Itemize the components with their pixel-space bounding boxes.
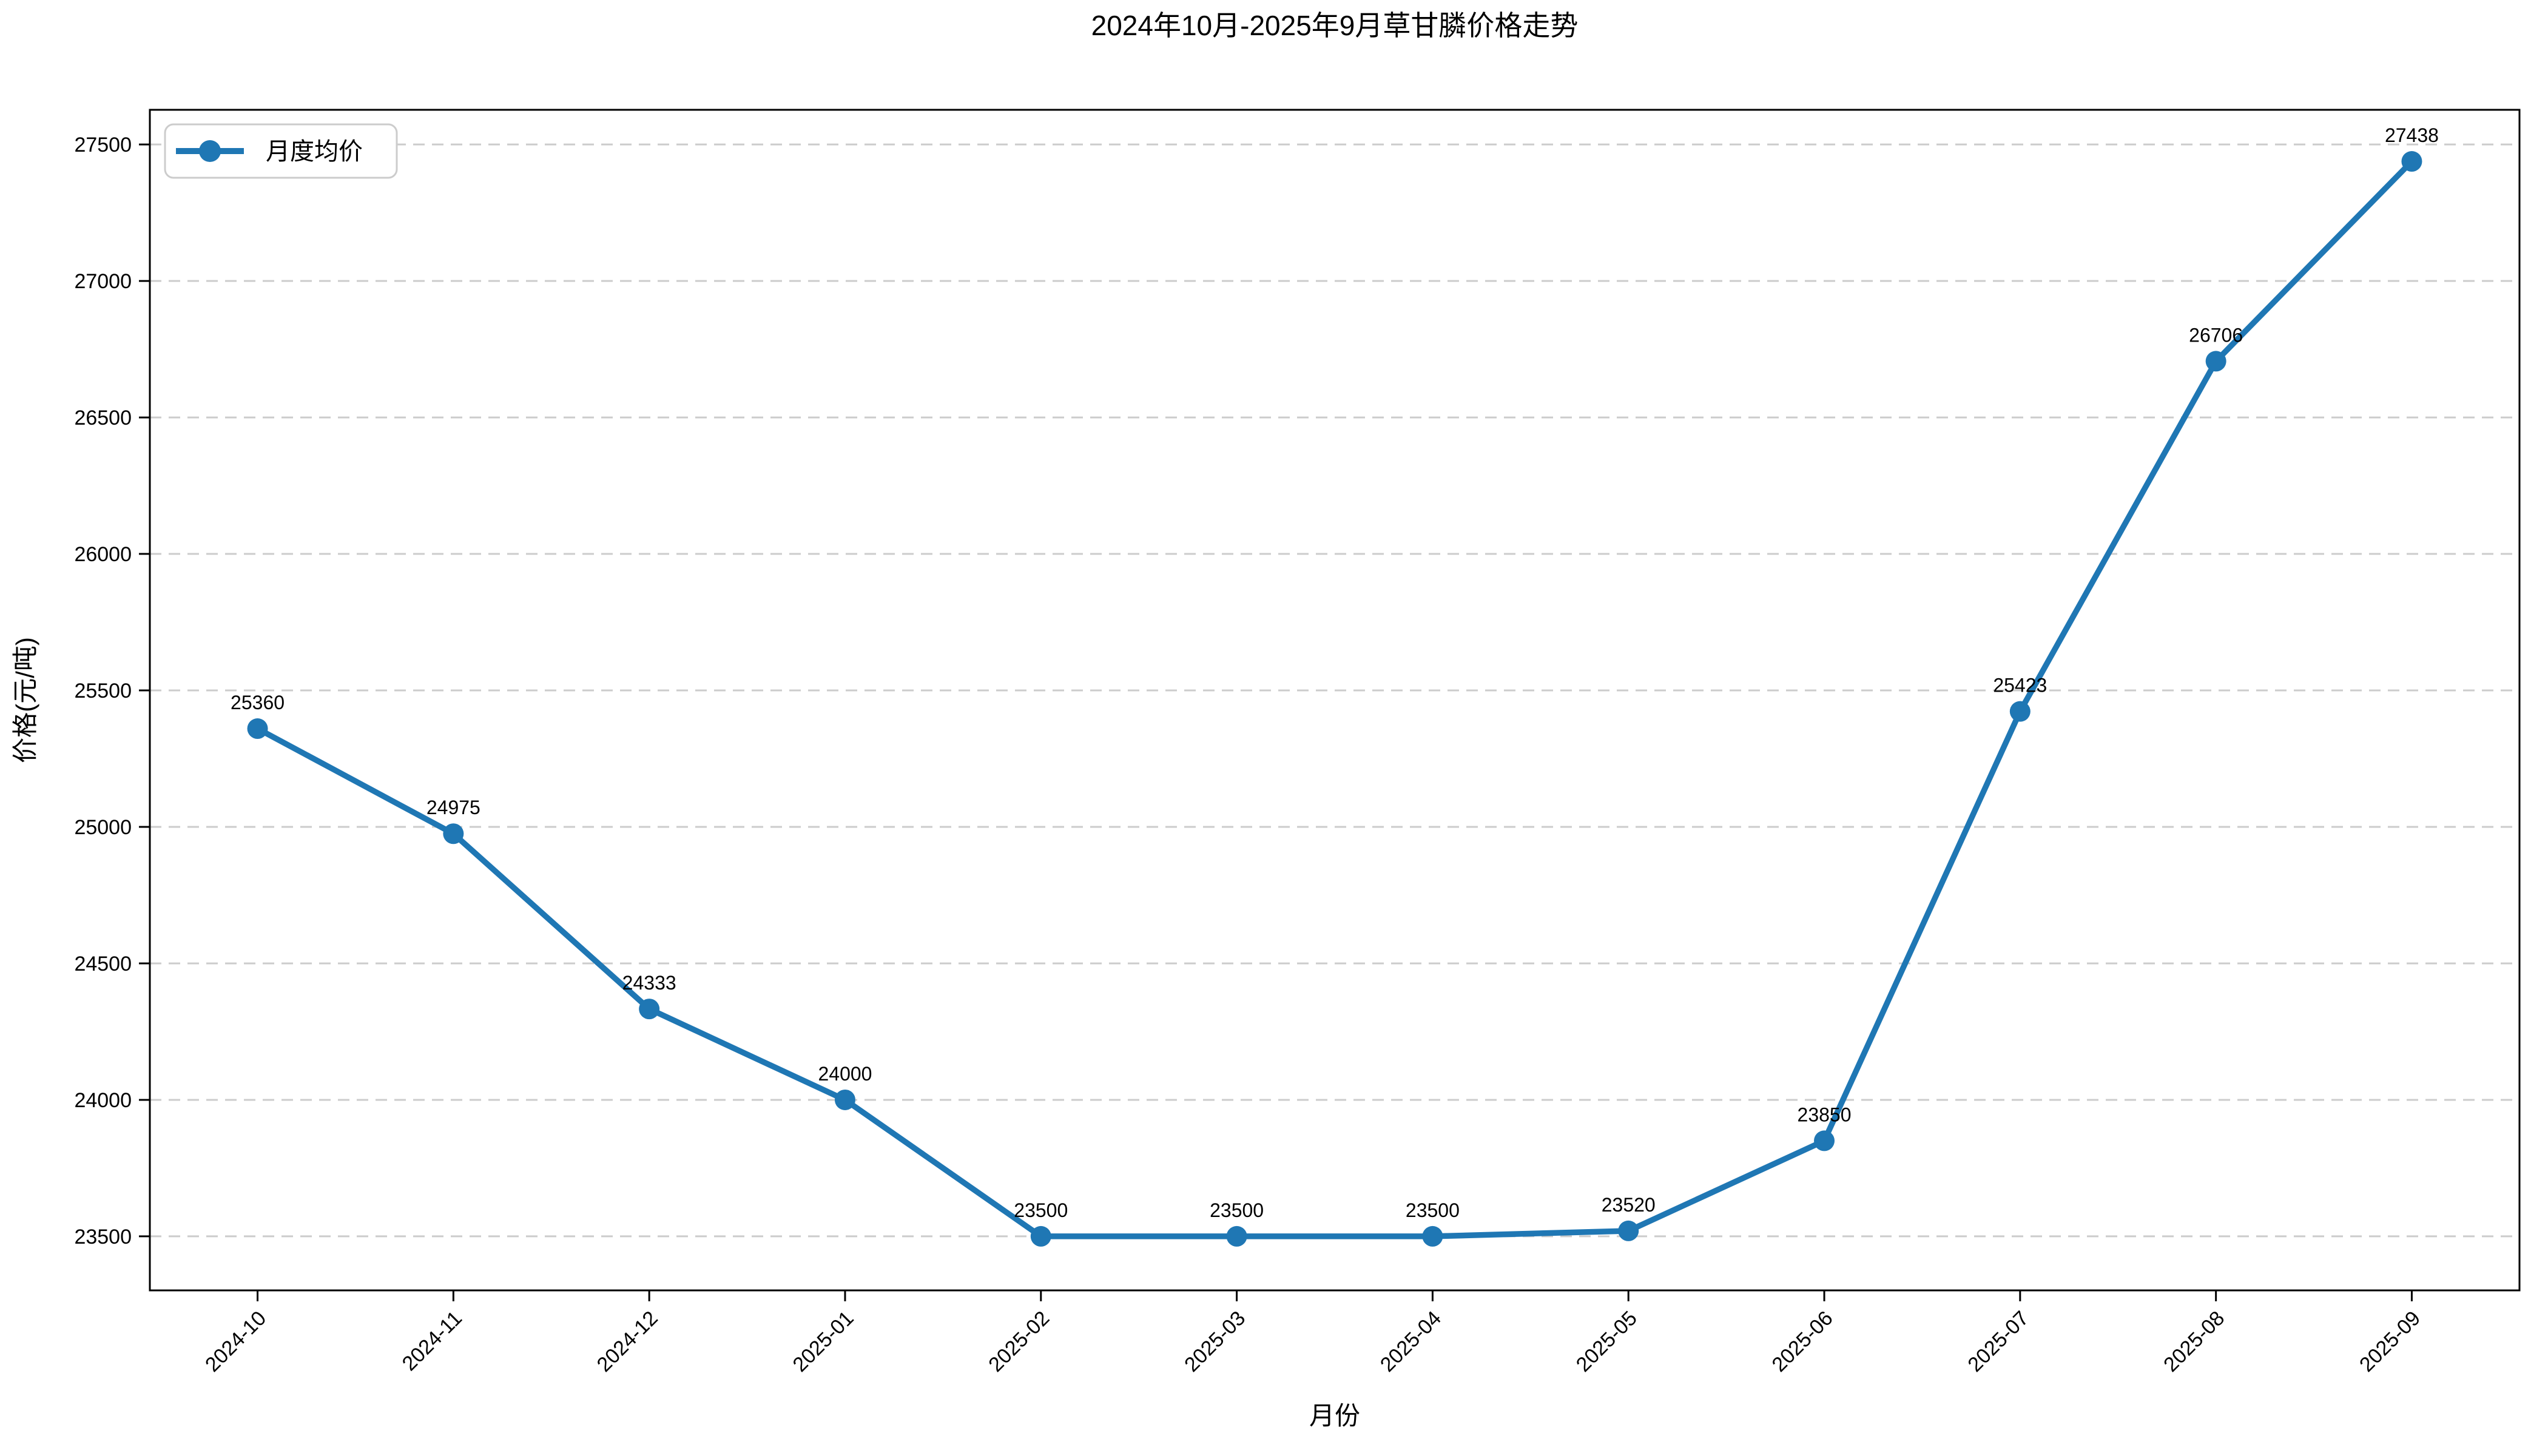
y-tick-label: 24500 [74,952,132,976]
data-point-label: 23500 [1210,1199,1264,1221]
y-tick-label: 24000 [74,1089,132,1112]
data-point-labels: 25360 24975 24333 24000 23500 23500 23500 23520… [231,124,2439,1221]
data-point-marker [1618,1220,1639,1241]
x-axis-title: 月份 [1309,1401,1360,1430]
data-point-marker [1422,1225,1443,1247]
data-point-marker [834,1089,855,1110]
legend: 月度均价 [164,123,398,179]
data-point-marker [247,718,268,740]
y-tick-label: 25500 [74,679,132,703]
data-point-label: 27438 [2385,124,2439,146]
data-point-label: 23500 [1406,1199,1460,1221]
y-axis-title: 价格(元/吨) [11,637,39,763]
data-point-marker [1226,1225,1247,1247]
plot-border [149,109,2521,1292]
legend-marker-icon [199,140,221,162]
data-point-label: 25423 [1993,675,2047,696]
data-point-label: 23500 [1014,1199,1068,1221]
y-tick-label: 25000 [74,816,132,839]
data-point-marker [639,999,660,1020]
data-point-marker [1814,1130,1835,1151]
chart-title: 2024年10月-2025年9月草甘膦价格走势 [1091,10,1579,41]
y-tick-label: 26000 [74,543,132,566]
data-point-label: 23850 [1798,1104,1852,1125]
y-axis-ticks: 23500 24000 24500 25000 25500 26000 26500 27000… [74,133,150,1249]
legend-series-label: 月度均价 [266,138,363,165]
axes-spines [149,109,2521,1292]
legend-box [164,123,398,179]
data-point-label: 23520 [1602,1194,1656,1216]
data-point-marker [1030,1225,1051,1247]
data-point-label: 26706 [2189,324,2243,346]
data-point-marker [2205,351,2226,372]
data-point-label: 24333 [622,972,676,994]
y-tick-label: 23500 [74,1225,132,1249]
data-point-marker [443,823,464,844]
y-tick-label: 27000 [74,270,132,293]
data-point-label: 24975 [426,797,480,818]
data-point-marker [2401,151,2422,172]
y-gridlines [150,143,2519,1238]
y-tick-label: 26500 [74,406,132,430]
data-point-label: 25360 [231,692,285,713]
y-tick-label: 27500 [74,133,132,157]
price-line-series [247,151,2422,1247]
data-point-marker [2009,701,2031,722]
price-line [254,158,2415,1239]
data-point-label: 24000 [818,1063,872,1085]
